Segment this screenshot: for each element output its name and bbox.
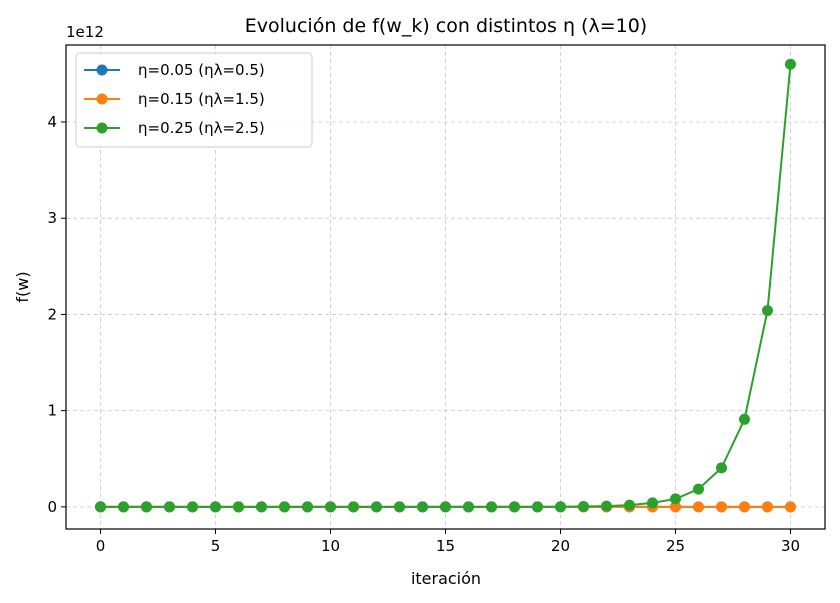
data-point	[716, 501, 727, 513]
legend-marker	[96, 64, 108, 76]
data-point	[417, 501, 428, 513]
data-point	[578, 501, 589, 513]
data-point	[440, 501, 451, 513]
legend-label: η=0.15 (ηλ=1.5)	[138, 90, 265, 108]
y-tick-label: 3	[47, 209, 57, 227]
y-tick-label: 1	[47, 402, 57, 420]
data-point	[348, 501, 359, 513]
data-point	[670, 501, 681, 513]
x-tick-label: 25	[666, 537, 685, 555]
data-point	[325, 501, 336, 513]
data-point	[371, 501, 382, 513]
x-tick-label: 20	[551, 537, 570, 555]
legend-label: η=0.05 (ηλ=0.5)	[138, 61, 265, 79]
data-point	[762, 305, 773, 317]
legend: η=0.05 (ηλ=0.5) η=0.15 (ηλ=1.5) η=0.25 (ηλ…	[75, 52, 313, 148]
x-tick-label: 5	[211, 537, 221, 555]
legend-item: η=0.15 (ηλ=1.5)	[84, 90, 265, 108]
legend-item: η=0.05 (ηλ=0.5)	[84, 61, 265, 79]
data-point	[739, 501, 750, 513]
y-axis: 0 1 2 3 4	[47, 113, 66, 516]
x-axis: 0 5 10 15 20 25 30	[96, 529, 800, 555]
series-3	[95, 58, 796, 513]
x-tick-label: 30	[781, 537, 800, 555]
data-point	[716, 462, 727, 474]
chart-title: Evolución de f(w_k) con distintos η (λ=1…	[245, 15, 647, 37]
data-point	[785, 58, 796, 70]
data-point	[233, 501, 244, 513]
legend-marker	[96, 122, 108, 134]
legend-item: η=0.25 (ηλ=2.5)	[84, 119, 265, 137]
legend-label: η=0.25 (ηλ=2.5)	[138, 119, 265, 137]
y-tick-label: 0	[47, 498, 57, 516]
data-point	[279, 501, 290, 513]
data-point	[509, 501, 520, 513]
data-point	[302, 501, 313, 513]
data-point	[486, 501, 497, 513]
y-scale-label: 1e12	[66, 23, 104, 41]
y-tick-label: 2	[47, 305, 57, 323]
y-axis-label: f(w)	[13, 271, 32, 302]
data-point	[785, 501, 796, 513]
data-point	[118, 501, 129, 513]
data-point	[693, 501, 704, 513]
data-point	[670, 493, 681, 505]
data-point	[647, 497, 658, 509]
data-point	[210, 501, 221, 513]
data-point	[141, 501, 152, 513]
data-point	[463, 501, 474, 513]
data-point	[256, 501, 267, 513]
x-tick-label: 0	[96, 537, 106, 555]
data-point	[624, 499, 635, 511]
data-point	[555, 501, 566, 513]
data-point	[739, 413, 750, 425]
legend-box	[75, 52, 313, 148]
data-point	[95, 501, 106, 513]
data-point	[693, 483, 704, 495]
data-point	[762, 501, 773, 513]
data-point	[532, 501, 543, 513]
legend-marker	[96, 93, 108, 105]
x-tick-label: 10	[321, 537, 340, 555]
data-point	[601, 500, 612, 512]
data-point	[394, 501, 405, 513]
data-point	[187, 501, 198, 513]
y-tick-label: 4	[47, 113, 57, 131]
data-point	[164, 501, 175, 513]
series-layer	[95, 58, 796, 513]
x-tick-label: 15	[436, 537, 455, 555]
x-axis-label: iteración	[411, 569, 481, 588]
